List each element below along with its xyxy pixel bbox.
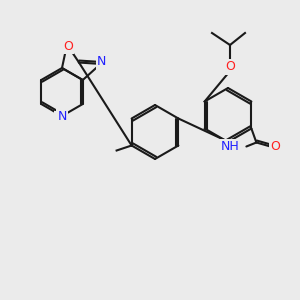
Text: N: N <box>57 110 67 122</box>
Text: O: O <box>270 140 280 153</box>
Text: NH: NH <box>220 140 239 153</box>
Text: N: N <box>55 112 65 125</box>
Text: O: O <box>63 40 73 53</box>
Text: N: N <box>97 56 106 68</box>
Text: O: O <box>225 61 235 74</box>
